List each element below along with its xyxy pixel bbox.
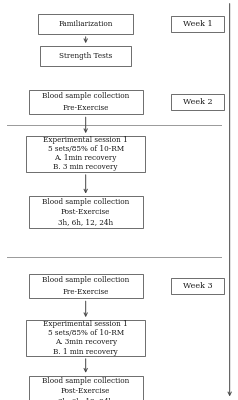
Text: A. 3min recovery: A. 3min recovery <box>55 338 117 346</box>
Text: Strength Tests: Strength Tests <box>59 52 112 60</box>
Text: B. 3 min recovery: B. 3 min recovery <box>53 164 118 172</box>
Text: 3h, 6h, 12, 24h: 3h, 6h, 12, 24h <box>58 398 113 400</box>
Text: Post-Exercise: Post-Exercise <box>61 208 110 216</box>
Text: Blood sample collection: Blood sample collection <box>42 377 129 385</box>
Text: Pre-Exercise: Pre-Exercise <box>63 288 109 296</box>
FancyBboxPatch shape <box>171 94 224 110</box>
Text: Post-Exercise: Post-Exercise <box>61 387 110 395</box>
Text: Experimental session 1: Experimental session 1 <box>43 136 128 144</box>
Text: Familiarization: Familiarization <box>59 20 113 28</box>
Text: 5 sets/85% of 10-RM: 5 sets/85% of 10-RM <box>48 146 124 154</box>
FancyBboxPatch shape <box>26 136 145 172</box>
Text: Experimental session 1: Experimental session 1 <box>43 320 128 328</box>
Text: Week 1: Week 1 <box>183 20 212 28</box>
Text: Week 3: Week 3 <box>183 282 212 290</box>
FancyBboxPatch shape <box>29 90 143 114</box>
Text: Pre-Exercise: Pre-Exercise <box>63 104 109 112</box>
FancyBboxPatch shape <box>29 196 143 228</box>
Text: Blood sample collection: Blood sample collection <box>42 276 129 284</box>
FancyBboxPatch shape <box>26 320 145 356</box>
FancyBboxPatch shape <box>29 376 143 400</box>
Text: A. 1min recovery: A. 1min recovery <box>55 154 117 162</box>
FancyBboxPatch shape <box>171 16 224 32</box>
Text: B. 1 min recovery: B. 1 min recovery <box>53 348 118 356</box>
Text: Blood sample collection: Blood sample collection <box>42 92 129 100</box>
Text: Week 2: Week 2 <box>183 98 212 106</box>
Text: 5 sets/85% of 10-RM: 5 sets/85% of 10-RM <box>48 330 124 338</box>
Text: 3h, 6h, 12, 24h: 3h, 6h, 12, 24h <box>58 218 113 226</box>
Text: Blood sample collection: Blood sample collection <box>42 198 129 206</box>
FancyBboxPatch shape <box>171 278 224 294</box>
FancyBboxPatch shape <box>29 274 143 298</box>
FancyBboxPatch shape <box>38 14 133 34</box>
FancyBboxPatch shape <box>40 46 131 66</box>
